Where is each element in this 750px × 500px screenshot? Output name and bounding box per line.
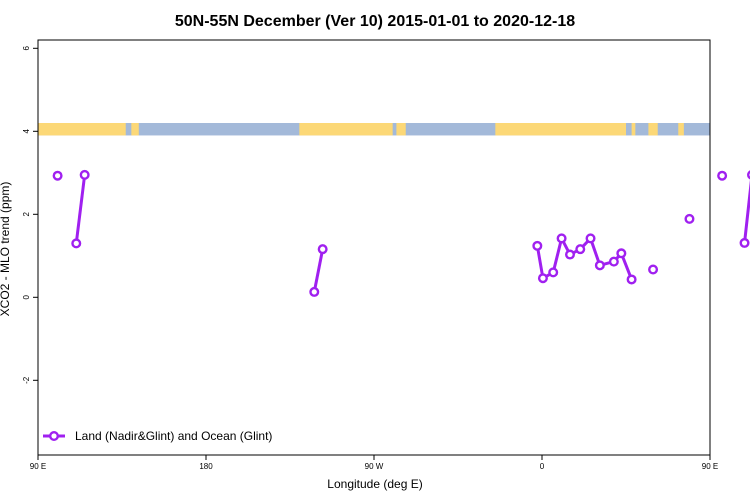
y-tick-label: 4	[22, 129, 31, 134]
x-tick-label: 90 E	[702, 462, 718, 471]
legend-marker	[49, 431, 60, 442]
land-band	[495, 123, 626, 136]
chart-title: 50N-55N December (Ver 10) 2015-01-01 to …	[175, 13, 575, 30]
x-axis-ticks: 90 E 180 90 W 0 90 E	[30, 455, 718, 471]
y-tick-label: 6	[22, 46, 31, 51]
data-point	[616, 248, 627, 259]
data-point	[71, 238, 82, 249]
y-axis-ticks: -2 0 2 4 6	[22, 46, 38, 384]
series-layer	[52, 169, 750, 297]
plot-frame	[37, 39, 711, 456]
x-axis-label: Longitude (deg E)	[327, 477, 422, 491]
data-point	[537, 273, 548, 284]
y-tick-label: 2	[22, 212, 31, 217]
land-band	[38, 123, 126, 136]
x-tick-label: 180	[199, 462, 213, 471]
data-point	[565, 249, 576, 260]
land-band	[648, 123, 658, 136]
series-line	[74, 174, 87, 244]
land-band	[396, 123, 406, 136]
data-point	[317, 244, 328, 255]
data-point	[575, 244, 586, 255]
x-tick-label: 0	[540, 462, 545, 471]
data-point	[548, 267, 559, 278]
data-point	[79, 169, 90, 180]
land-band	[131, 123, 139, 136]
data-point	[309, 286, 320, 297]
legend-label: Land (Nadir&Glint) and Ocean (Glint)	[75, 429, 272, 443]
data-point	[717, 170, 728, 181]
land-band	[299, 123, 393, 136]
y-tick-label: -2	[22, 376, 31, 384]
x-tick-label: 90 E	[30, 462, 46, 471]
data-point	[594, 260, 605, 271]
land-ocean-strip	[38, 123, 710, 136]
y-axis-label: XCO2 - MLO trend (ppm)	[0, 182, 12, 317]
data-point	[684, 213, 695, 224]
data-point	[556, 233, 567, 244]
data-point	[739, 237, 750, 248]
data-point	[532, 240, 543, 251]
series-line	[743, 179, 750, 244]
data-point	[52, 170, 63, 181]
data-point	[608, 256, 619, 267]
series-line	[312, 248, 325, 293]
legend: Land (Nadir&Glint) and Ocean (Glint)	[43, 429, 272, 443]
x-tick-label: 90 W	[365, 462, 384, 471]
land-band	[631, 123, 636, 136]
data-point	[626, 274, 637, 285]
data-point	[585, 233, 596, 244]
data-point	[648, 264, 659, 275]
y-tick-label: 0	[22, 295, 31, 300]
land-band	[678, 123, 684, 136]
